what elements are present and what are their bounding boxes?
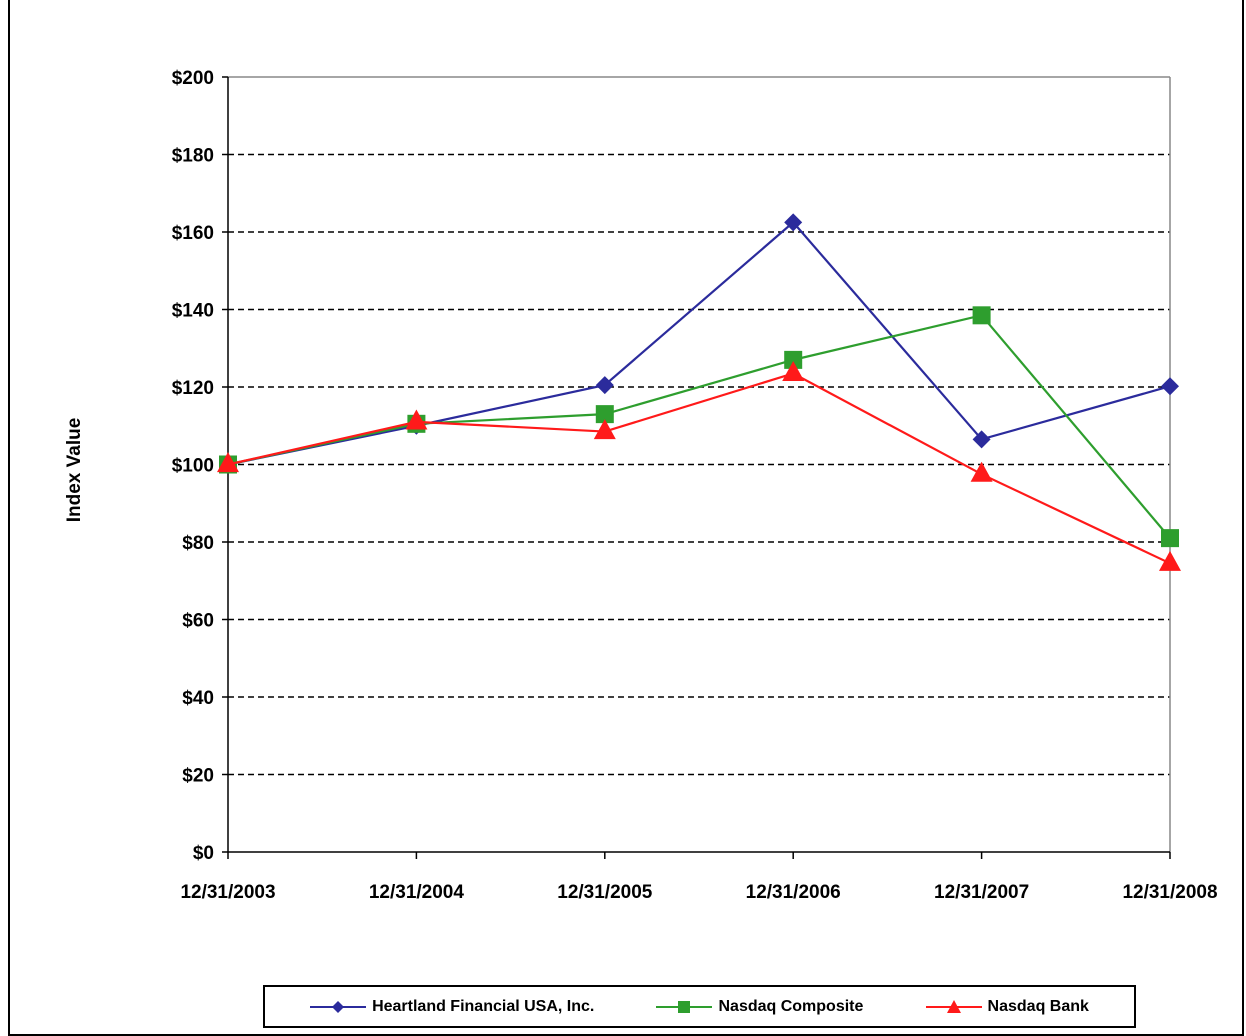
data-point-square (595, 405, 614, 424)
y-tick-label: $100 (172, 456, 214, 477)
axes (222, 76, 1171, 859)
y-tick-labels: $0 $20 $40 $60 $80 $100 $120 $140 $160 $180 $200 (172, 68, 214, 864)
y-tick-label: $120 (172, 378, 214, 399)
data-point-triangle (782, 361, 805, 382)
legend-swatch-diamond (310, 1000, 367, 1013)
series (217, 213, 1181, 571)
data-point-square (972, 306, 991, 325)
series-line (227, 220, 1171, 466)
legend-item-nasdaq-composite: Nasdaq Composite (656, 998, 863, 1016)
x-tick-label: 12/31/2003 (180, 882, 275, 903)
series-nasdaq-composite (219, 306, 1179, 548)
y-tick-label: $80 (182, 533, 214, 554)
series-nasdaq-bank (217, 361, 1181, 571)
legend-marker (678, 1000, 691, 1013)
series-line (227, 314, 1171, 539)
legend-item-nasdaq-bank: Nasdaq Bank (925, 997, 1089, 1016)
legend-marker (332, 1000, 345, 1013)
y-tick-label: $180 (172, 146, 214, 167)
legend-item-heartland-financial-usa-inc: Heartland Financial USA, Inc. (310, 998, 594, 1016)
data-point-square (1161, 529, 1179, 548)
legend-label: Heartland Financial USA, Inc. (372, 997, 595, 1015)
legend: Heartland Financial USA, Inc. Nasdaq Comp… (263, 985, 1136, 1028)
y-tick-label: $40 (182, 688, 214, 709)
grid-lines (228, 153, 1170, 776)
data-point-triangle (405, 409, 428, 430)
data-point-square (784, 350, 803, 369)
x-tick-label: 12/31/2006 (746, 882, 841, 903)
y-tick-label: $20 (182, 766, 214, 787)
data-point-diamond (972, 430, 991, 449)
data-point-triangle (593, 419, 616, 440)
y-tick-label: $0 (193, 843, 214, 864)
legend-swatch-triangle (925, 999, 982, 1013)
y-tick-label: $140 (172, 301, 214, 322)
series-line (227, 372, 1171, 565)
y-tick-label: $200 (172, 68, 214, 89)
x-tick-labels: 12/31/2003 12/31/2004 12/31/2005 12/31/2006… (180, 882, 1217, 903)
y-tick-label: $60 (182, 611, 214, 632)
x-tick-label: 12/31/2004 (369, 882, 465, 903)
legend-label: Nasdaq Composite (718, 997, 864, 1015)
data-point-triangle (1159, 550, 1181, 571)
y-axis-title: Index Value (64, 418, 85, 523)
data-point-diamond (784, 213, 803, 232)
y-tick-label: $160 (172, 223, 214, 244)
x-tick-label: 12/31/2007 (934, 882, 1029, 903)
data-point-triangle (970, 461, 993, 482)
legend-label: Nasdaq Bank (987, 997, 1089, 1015)
x-tick-label: 12/31/2008 (1122, 882, 1217, 903)
data-point-triangle (217, 452, 239, 473)
data-point-diamond (595, 376, 614, 395)
x-tick-label: 12/31/2005 (557, 882, 653, 903)
data-point-diamond (1161, 377, 1179, 396)
legend-swatch-square (656, 1000, 713, 1013)
legend-marker (946, 999, 961, 1013)
